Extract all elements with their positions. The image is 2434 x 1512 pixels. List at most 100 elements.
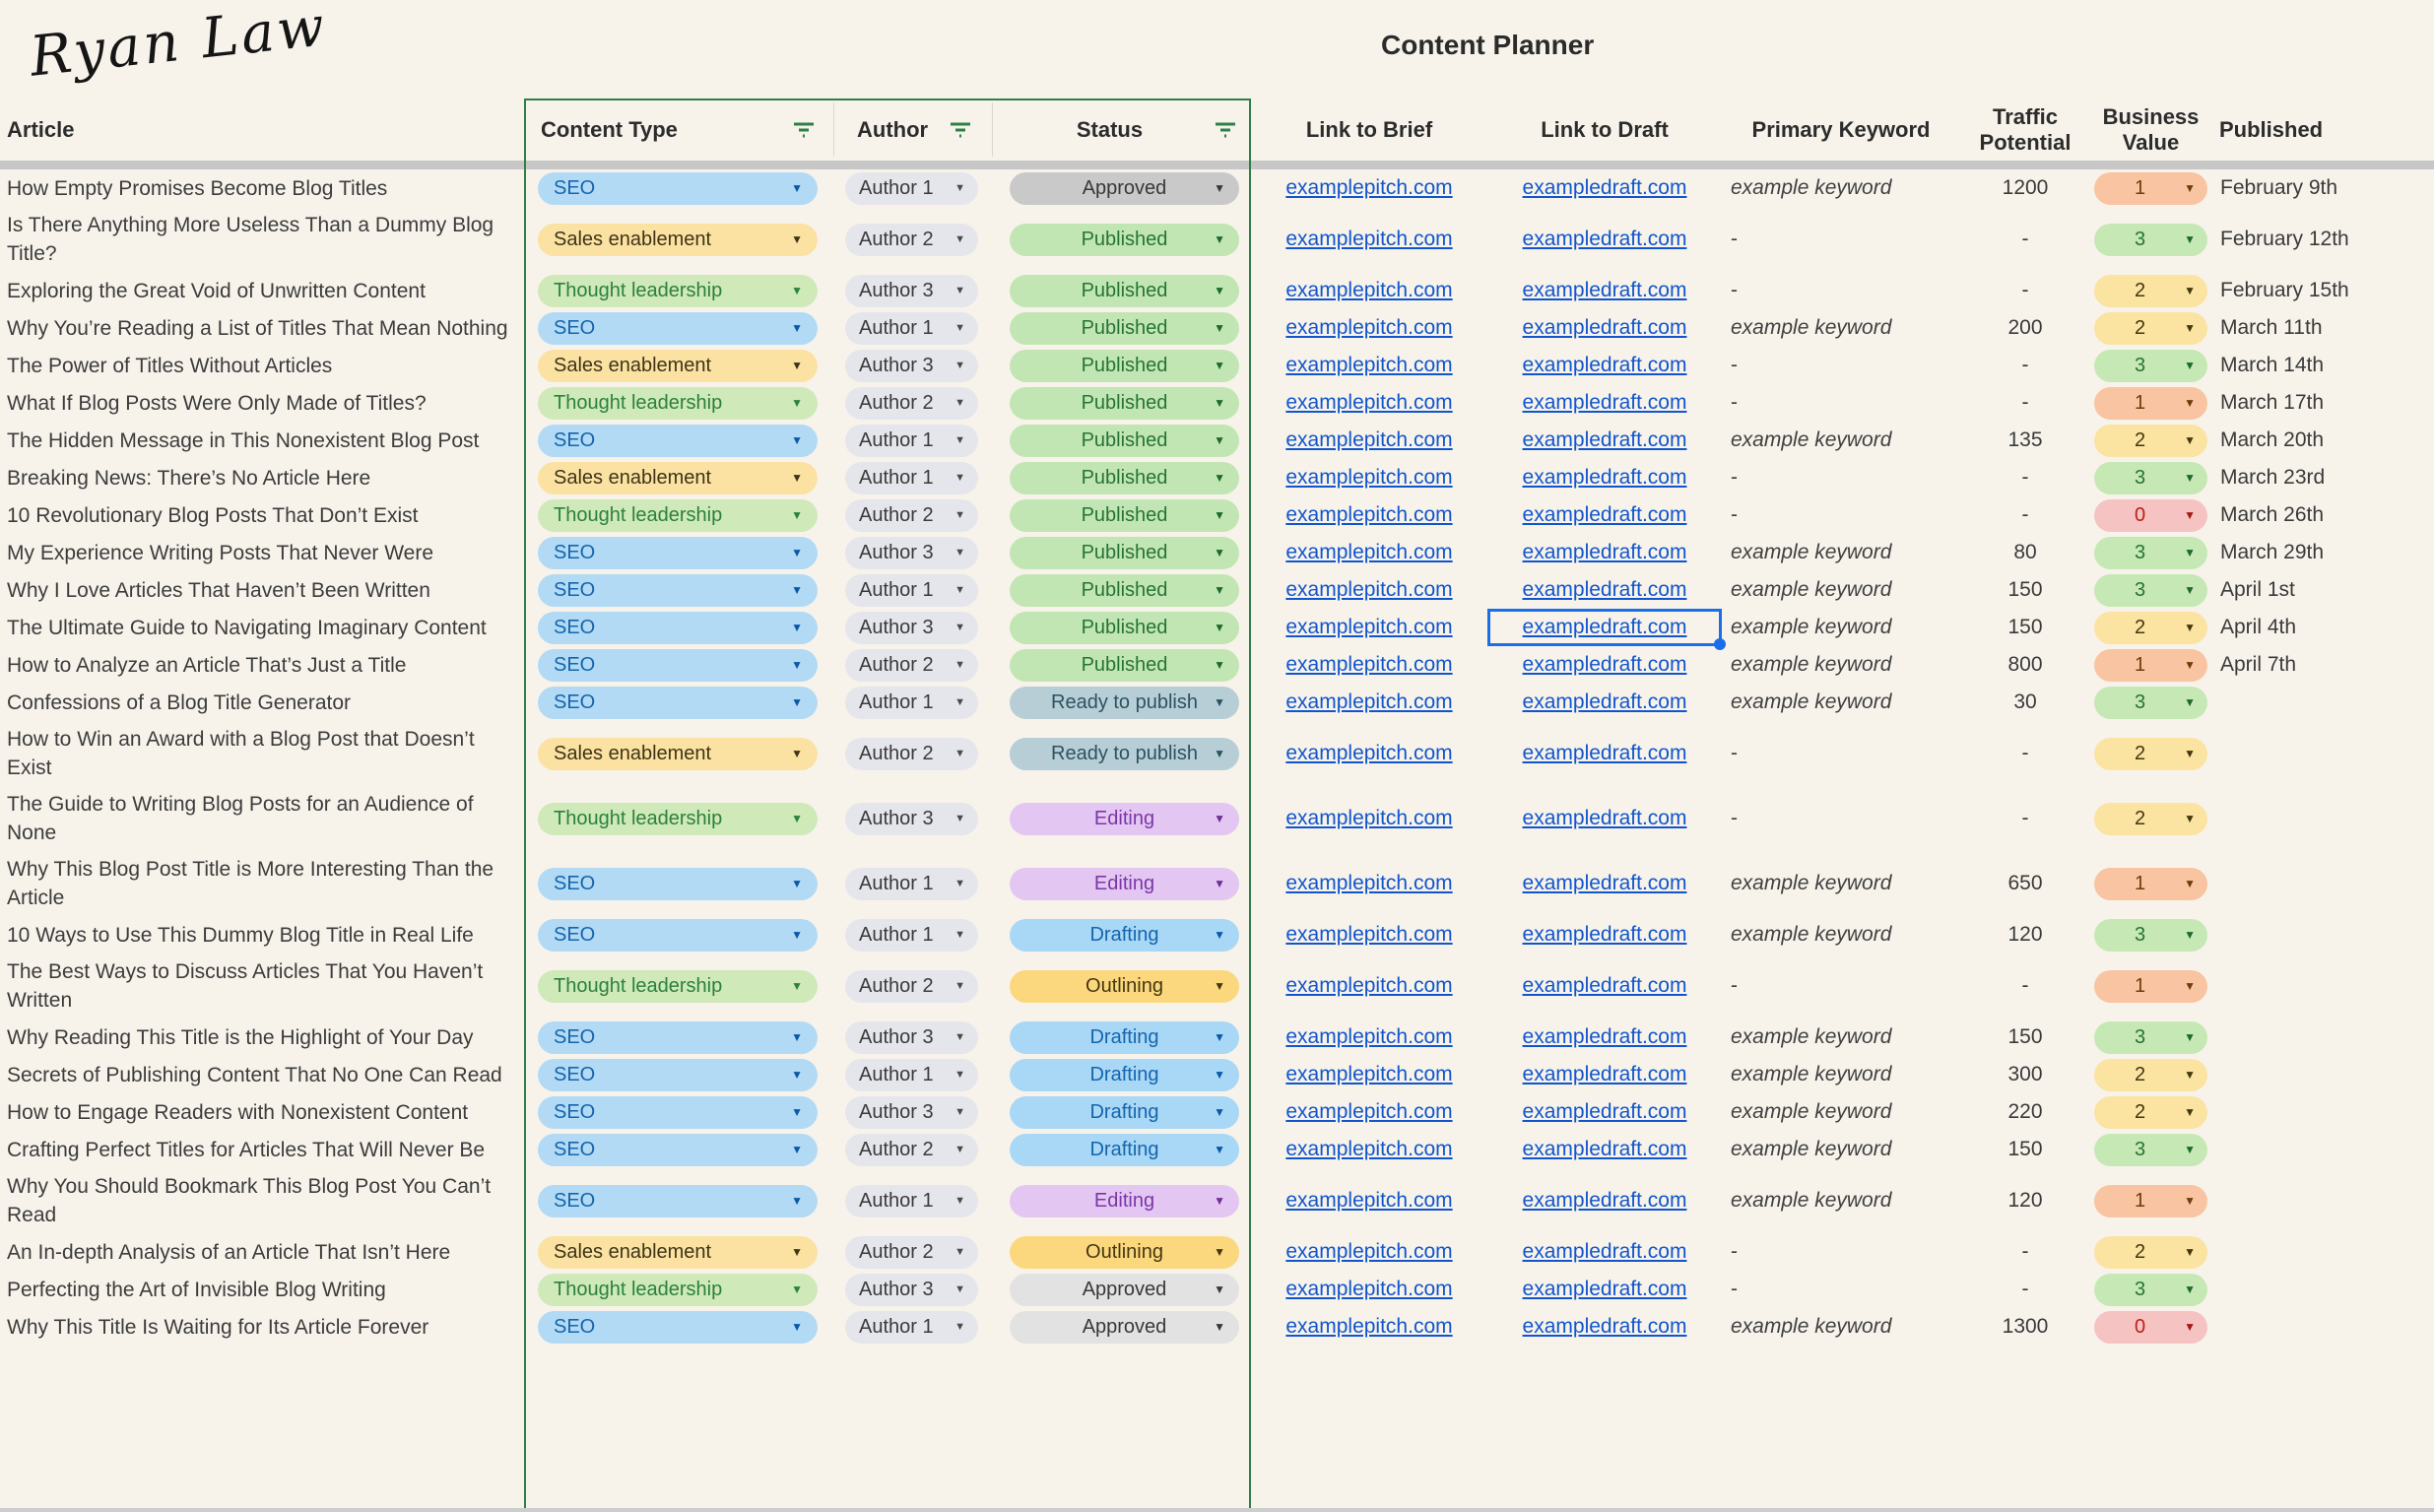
business-value-select[interactable]: 0 ▼ xyxy=(2094,1310,2207,1344)
primary-keyword-cell[interactable]: example keyword xyxy=(1731,1063,1892,1085)
draft-link[interactable]: exampledraft.com xyxy=(1522,1315,1687,1338)
primary-keyword-cell[interactable]: example keyword xyxy=(1731,653,1892,676)
draft-link[interactable]: exampledraft.com xyxy=(1522,1240,1687,1263)
author-select[interactable]: Author 1 ▼ xyxy=(845,1058,978,1091)
primary-keyword-cell[interactable]: - xyxy=(1731,228,1738,250)
content-type-select[interactable]: Thought leadership ▼ xyxy=(538,274,818,307)
author-select[interactable]: Author 2 ▼ xyxy=(845,648,978,682)
status-select[interactable]: Published ▼ xyxy=(1010,223,1239,256)
business-value-select[interactable]: 1 ▼ xyxy=(2094,171,2207,205)
business-value-select[interactable]: 1 ▼ xyxy=(2094,386,2207,420)
content-type-select[interactable]: SEO ▼ xyxy=(538,1058,818,1091)
brief-link[interactable]: examplepitch.com xyxy=(1285,974,1453,997)
filter-funnel-icon[interactable] xyxy=(1214,119,1237,141)
traffic-potential-cell[interactable]: - xyxy=(2021,503,2029,526)
article-title-cell[interactable]: Why You Should Bookmark This Blog Post Y… xyxy=(7,1175,492,1226)
draft-link[interactable]: exampledraft.com xyxy=(1522,466,1687,489)
content-type-select[interactable]: Sales enablement ▼ xyxy=(538,1235,818,1269)
traffic-potential-cell[interactable]: 200 xyxy=(2007,316,2043,339)
draft-link[interactable]: exampledraft.com xyxy=(1522,541,1687,563)
draft-link[interactable]: exampledraft.com xyxy=(1522,354,1687,376)
author-select[interactable]: Author 3 ▼ xyxy=(845,274,978,307)
primary-keyword-cell[interactable]: example keyword xyxy=(1731,690,1892,713)
traffic-potential-cell[interactable]: 1300 xyxy=(2002,1315,2049,1338)
article-title-cell[interactable]: My Experience Writing Posts That Never W… xyxy=(7,541,433,564)
content-type-select[interactable]: Thought leadership ▼ xyxy=(538,802,818,835)
status-select[interactable]: Ready to publish ▼ xyxy=(1010,686,1239,719)
business-value-select[interactable]: 3 ▼ xyxy=(2094,1273,2207,1306)
author-select[interactable]: Author 2 ▼ xyxy=(845,1235,978,1269)
content-type-select[interactable]: Thought leadership ▼ xyxy=(538,498,818,532)
primary-keyword-cell[interactable]: - xyxy=(1731,974,1738,997)
traffic-potential-cell[interactable]: - xyxy=(2021,974,2029,997)
business-value-select[interactable]: 3 ▼ xyxy=(2094,536,2207,569)
article-title-cell[interactable]: What If Blog Posts Were Only Made of Tit… xyxy=(7,391,427,415)
traffic-potential-cell[interactable]: - xyxy=(2021,1240,2029,1263)
traffic-potential-cell[interactable]: 135 xyxy=(2007,428,2043,451)
business-value-select[interactable]: 3 ▼ xyxy=(2094,349,2207,382)
business-value-select[interactable]: 1 ▼ xyxy=(2094,1184,2207,1217)
brief-link[interactable]: examplepitch.com xyxy=(1285,923,1453,946)
article-title-cell[interactable]: An In-depth Analysis of an Article That … xyxy=(7,1240,451,1264)
business-value-select[interactable]: 0 ▼ xyxy=(2094,498,2207,532)
status-select[interactable]: Published ▼ xyxy=(1010,424,1239,457)
author-select[interactable]: Author 3 ▼ xyxy=(845,349,978,382)
status-select[interactable]: Published ▼ xyxy=(1010,498,1239,532)
draft-link[interactable]: exampledraft.com xyxy=(1522,428,1687,451)
business-value-select[interactable]: 2 ▼ xyxy=(2094,424,2207,457)
content-type-select[interactable]: Thought leadership ▼ xyxy=(538,386,818,420)
content-type-select[interactable]: SEO ▼ xyxy=(538,1310,818,1344)
brief-link[interactable]: examplepitch.com xyxy=(1285,1189,1453,1212)
article-title-cell[interactable]: Is There Anything More Useless Than a Du… xyxy=(7,214,494,265)
status-select[interactable]: Outlining ▼ xyxy=(1010,1235,1239,1269)
business-value-select[interactable]: 3 ▼ xyxy=(2094,1020,2207,1054)
content-type-select[interactable]: Sales enablement ▼ xyxy=(538,223,818,256)
status-select[interactable]: Editing ▼ xyxy=(1010,1184,1239,1217)
draft-link[interactable]: exampledraft.com xyxy=(1522,1100,1687,1123)
traffic-potential-cell[interactable]: 150 xyxy=(2007,616,2043,638)
primary-keyword-cell[interactable]: - xyxy=(1731,1240,1738,1263)
content-type-select[interactable]: Sales enablement ▼ xyxy=(538,737,818,770)
primary-keyword-cell[interactable]: - xyxy=(1731,807,1738,829)
status-select[interactable]: Drafting ▼ xyxy=(1010,1020,1239,1054)
status-select[interactable]: Editing ▼ xyxy=(1010,867,1239,900)
status-select[interactable]: Outlining ▼ xyxy=(1010,969,1239,1003)
article-title-cell[interactable]: How to Win an Award with a Blog Post tha… xyxy=(7,728,475,779)
brief-link[interactable]: examplepitch.com xyxy=(1285,1138,1453,1160)
author-select[interactable]: Author 2 ▼ xyxy=(845,1133,978,1166)
published-date-cell[interactable]: February 9th xyxy=(2220,176,2338,199)
fill-handle[interactable] xyxy=(1714,638,1726,650)
draft-link[interactable]: exampledraft.com xyxy=(1522,742,1687,764)
traffic-potential-cell[interactable]: - xyxy=(2021,742,2029,764)
traffic-potential-cell[interactable]: - xyxy=(2021,807,2029,829)
content-type-select[interactable]: SEO ▼ xyxy=(538,611,818,644)
article-title-cell[interactable]: Secrets of Publishing Content That No On… xyxy=(7,1063,502,1086)
published-date-cell[interactable]: March 26th xyxy=(2220,503,2325,526)
primary-keyword-cell[interactable]: example keyword xyxy=(1731,176,1892,199)
author-select[interactable]: Author 1 ▼ xyxy=(845,867,978,900)
primary-keyword-cell[interactable]: - xyxy=(1731,1278,1738,1300)
content-type-select[interactable]: SEO ▼ xyxy=(538,867,818,900)
business-value-select[interactable]: 1 ▼ xyxy=(2094,867,2207,900)
published-date-cell[interactable]: March 11th xyxy=(2220,316,2323,339)
filter-funnel-icon[interactable] xyxy=(949,119,972,141)
primary-keyword-cell[interactable]: example keyword xyxy=(1731,923,1892,946)
draft-link[interactable]: exampledraft.com xyxy=(1522,176,1687,199)
content-type-select[interactable]: Thought leadership ▼ xyxy=(538,969,818,1003)
traffic-potential-cell[interactable]: 120 xyxy=(2007,923,2043,946)
article-title-cell[interactable]: 10 Ways to Use This Dummy Blog Title in … xyxy=(7,923,474,947)
author-select[interactable]: Author 2 ▼ xyxy=(845,386,978,420)
traffic-potential-cell[interactable]: 650 xyxy=(2007,872,2043,894)
article-title-cell[interactable]: Breaking News: There’s No Article Here xyxy=(7,466,371,490)
business-value-select[interactable]: 2 ▼ xyxy=(2094,1095,2207,1129)
business-value-select[interactable]: 1 ▼ xyxy=(2094,969,2207,1003)
primary-keyword-cell[interactable]: example keyword xyxy=(1731,541,1892,563)
article-title-cell[interactable]: Confessions of a Blog Title Generator xyxy=(7,690,352,714)
draft-link[interactable]: exampledraft.com xyxy=(1522,1025,1687,1048)
primary-keyword-cell[interactable]: example keyword xyxy=(1731,616,1892,638)
status-select[interactable]: Published ▼ xyxy=(1010,311,1239,345)
article-title-cell[interactable]: Perfecting the Art of Invisible Blog Wri… xyxy=(7,1278,386,1301)
article-title-cell[interactable]: Why I Love Articles That Haven’t Been Wr… xyxy=(7,578,430,602)
content-type-select[interactable]: SEO ▼ xyxy=(538,918,818,952)
article-title-cell[interactable]: Exploring the Great Void of Unwritten Co… xyxy=(7,279,426,302)
